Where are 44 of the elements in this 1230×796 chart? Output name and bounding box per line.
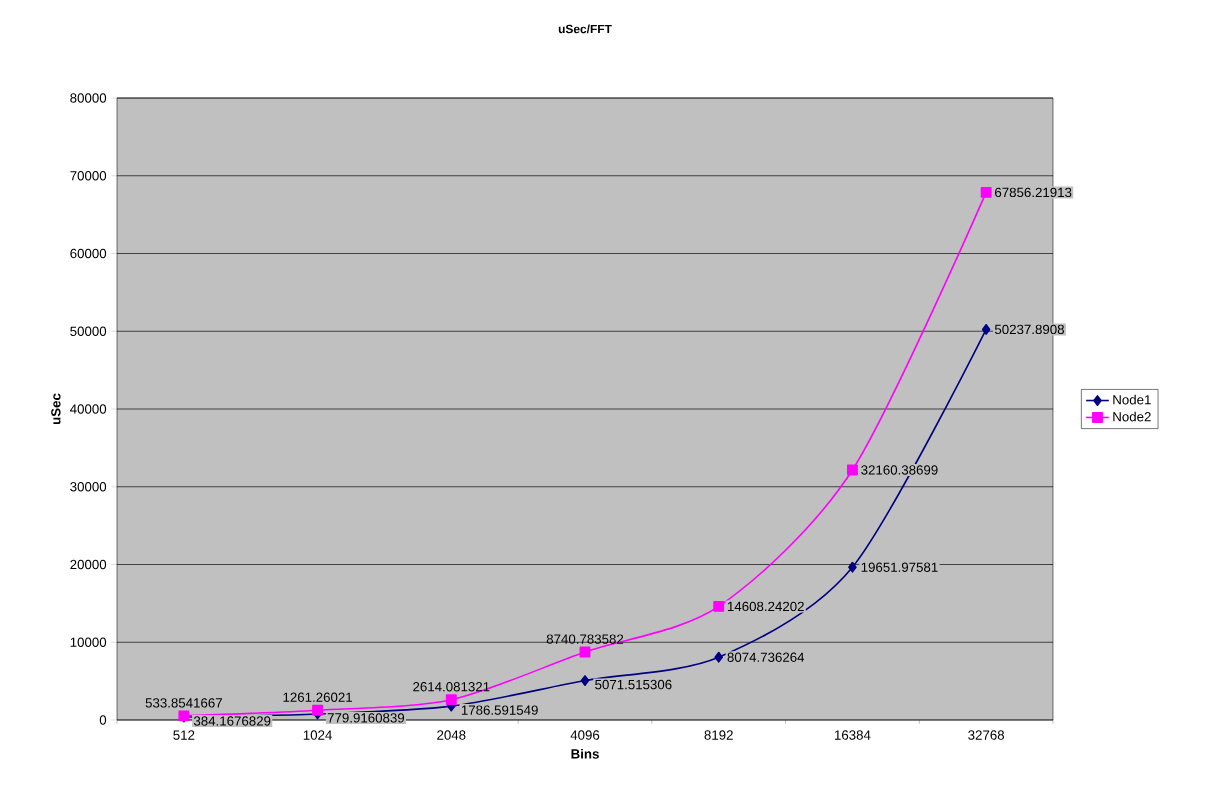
- x-tick-label: 512: [173, 730, 195, 740]
- legend-label: Node1: [1113, 394, 1151, 405]
- data-label: 19651.97581: [861, 562, 938, 572]
- data-label: 2614.081321: [413, 682, 490, 692]
- chart-title: uSec/FFT: [558, 24, 612, 34]
- x-tick-label: 32768: [968, 730, 1005, 740]
- x-tick-label: 2048: [437, 730, 466, 740]
- y-tick-label: 50000: [70, 326, 107, 336]
- y-tick-label: 10000: [70, 637, 107, 647]
- data-label: 14608.24202: [727, 601, 804, 612]
- y-tick-label: 30000: [70, 482, 107, 492]
- data-label: 50237.8908: [994, 324, 1064, 335]
- data-label: 1786.591549: [461, 705, 538, 715]
- data-label: 32160.38699: [861, 465, 938, 475]
- point: [848, 561, 857, 573]
- point: [445, 694, 457, 706]
- data-label: 8740.783582: [546, 634, 624, 644]
- data-label: 1261.26021: [283, 692, 353, 702]
- data-label: 384.1676829: [193, 716, 271, 726]
- point: [980, 186, 992, 198]
- x-tick-label: 1024: [303, 730, 332, 740]
- x-tick-label: 8192: [704, 730, 733, 740]
- point: [312, 704, 324, 716]
- y-tick-label: 80000: [70, 93, 107, 103]
- legend-label: Node2: [1113, 411, 1151, 422]
- y-tick-label: 0: [99, 715, 107, 725]
- y-tick-label: 70000: [70, 171, 107, 181]
- data-label: 5071.515306: [595, 679, 672, 690]
- y-tick-label: 40000: [70, 404, 107, 414]
- x-tick-label: 4096: [570, 730, 600, 740]
- point: [714, 651, 723, 663]
- point: [713, 600, 725, 612]
- data-label: 779.9160839: [327, 713, 405, 723]
- data-label: 533.8541667: [145, 698, 222, 708]
- y-tick-label: 20000: [70, 559, 107, 570]
- x-tick-label: 16384: [834, 730, 871, 740]
- data-label: 8074.736264: [727, 652, 805, 662]
- y-axis-title: uSec: [51, 393, 61, 425]
- point: [981, 323, 991, 335]
- x-axis-title: Bins: [571, 748, 599, 759]
- y-tick-label: 60000: [70, 248, 107, 259]
- point: [846, 464, 858, 476]
- point: [580, 675, 590, 687]
- data-label: 67856.21913: [995, 187, 1072, 198]
